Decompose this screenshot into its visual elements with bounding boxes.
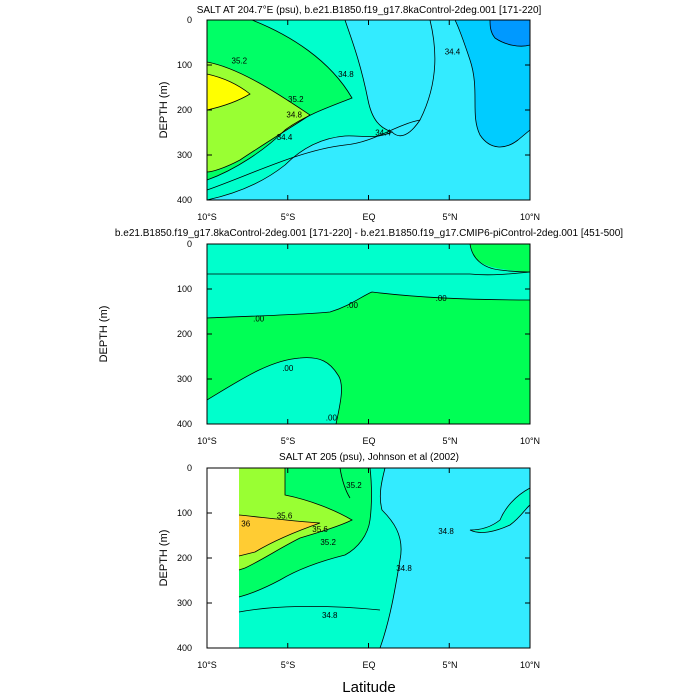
panel-2-ytick: 400 (177, 419, 192, 429)
panel-1-title: SALT AT 204.7°E (psu), b.e21.B1850.f19_g… (197, 5, 542, 16)
contour-label: 35.6 (277, 511, 293, 520)
panel-3-ytick: 0 (187, 463, 192, 473)
panel-3: SALT AT 205 (psu), Johnson et al (2002) (158, 452, 540, 670)
panel-1-contour-labels: 35.2 35.2 34.8 34.4 34.8 34.4 34.4 (232, 48, 461, 143)
panel-3-fill-35-6-inner (285, 468, 350, 498)
panel-3-ytick: 100 (177, 508, 192, 518)
panel-2-xtick: EQ (362, 436, 375, 446)
panel-1-xtick: 10°N (520, 212, 540, 222)
contour-label: 34.8 (438, 527, 454, 536)
contour-label: 34.8 (286, 111, 302, 120)
panel-1-fill-33-6 (490, 20, 530, 47)
contour-label: 35.2 (346, 481, 362, 490)
panel-2-xtick: 10°S (197, 436, 217, 446)
panel-2-ytick: 0 (187, 239, 192, 249)
contour-label: 34.4 (277, 133, 293, 142)
panel-1-xtick: 5°S (281, 212, 296, 222)
panel-2-xtick: 5°N (442, 436, 457, 446)
panel-3-fill-34-8-tongue (470, 488, 530, 533)
panel-3-xtick: 5°N (442, 660, 457, 670)
panel-3-contour-labels: 35.2 35.6 36 35.6 35.2 34.8 34.8 34.8 (241, 481, 454, 620)
panel-3-xtick: EQ (362, 660, 375, 670)
panel-2-yticks: 0 100 200 300 400 (177, 239, 192, 429)
contour-label: 36 (241, 519, 250, 528)
panel-1-ytick: 0 (187, 15, 192, 25)
panel-1-contours (206, 19, 531, 201)
panel-3-contours (238, 467, 531, 649)
panel-3-ytick: 400 (177, 643, 192, 653)
contour-label: .00 (347, 301, 359, 310)
panel-2-xtick: 10°N (520, 436, 540, 446)
panel-1-xtick: 5°N (442, 212, 457, 222)
panel-1-ytick: 400 (177, 195, 192, 205)
panel-3-ytick: 200 (177, 553, 192, 563)
panel-1-yticks: 0 100 200 300 400 (177, 15, 192, 205)
panel-1-fill-36-0 (207, 74, 250, 110)
panel-3-xtick: 10°N (520, 660, 540, 670)
x-axis-label: Latitude (342, 679, 395, 696)
contour-label: .00 (282, 364, 294, 373)
contour-label: 35.6 (312, 525, 328, 534)
contour-label: .00 (253, 314, 265, 323)
panel-2-contours (206, 243, 531, 425)
panel-2: b.e21.B1850.f19_g17.8kaControl-2deg.001 … (98, 228, 623, 446)
panel-1-xticks: 10°S 5°S EQ 5°N 10°N (197, 212, 540, 222)
panel-2-xticks: 10°S 5°S EQ 5°N 10°N (197, 436, 540, 446)
contour-label: 34.4 (445, 48, 461, 57)
panel-3-xtick: 10°S (197, 660, 217, 670)
panel-2-fill-positive-lower (207, 292, 530, 424)
contour-label: 35.2 (232, 57, 248, 66)
panel-2-plot-area (206, 243, 531, 425)
panel-2-ylabel: DEPTH (m) (98, 306, 110, 363)
panel-2-contour-labels: .00 .00 .00 .00 .00 (253, 294, 447, 422)
contour-label: .00 (436, 294, 448, 303)
panel-1-ytick: 300 (177, 150, 192, 160)
panel-2-ytick: 200 (177, 329, 192, 339)
panel-1-xtick: 10°S (197, 212, 217, 222)
panel-2-ytick: 300 (177, 374, 192, 384)
contour-label: 34.8 (338, 70, 354, 79)
panel-3-title: SALT AT 205 (psu), Johnson et al (2002) (279, 452, 459, 463)
contour-label: 34.4 (375, 129, 391, 138)
panel-3-ylabel: DEPTH (m) (158, 530, 170, 587)
panel-1-ylabel: DEPTH (m) (158, 82, 170, 139)
panel-2-title: b.e21.B1850.f19_g17.8kaControl-2deg.001 … (115, 228, 623, 239)
contour-label: 35.2 (320, 538, 336, 547)
panel-3-fill-36 (239, 515, 320, 556)
panel-1-fill-34-0 (455, 20, 530, 147)
panel-1: SALT AT 204.7°E (psu), b.e21.B1850.f19_g… (158, 5, 542, 222)
panel-1-ytick: 100 (177, 60, 192, 70)
contour-label: 34.8 (396, 564, 412, 573)
panel-3-ytick: 300 (177, 598, 192, 608)
contour-label: 34.8 (322, 611, 338, 620)
contour-label: 35.2 (288, 95, 304, 104)
tick-marks (206, 19, 531, 649)
panel-2-xtick: 5°S (281, 436, 296, 446)
panel-3-xtick: 5°S (281, 660, 296, 670)
panel-2-ytick: 100 (177, 284, 192, 294)
panel-3-fill-34-4 (380, 468, 530, 648)
contour-label: .00 (326, 413, 338, 422)
panel-3-xticks: 10°S 5°S EQ 5°N 10°N (197, 660, 540, 670)
panel-1-xtick: EQ (362, 212, 375, 222)
panel-1-plot-area (206, 19, 531, 201)
panel-2-fill-positive-upper (207, 244, 530, 272)
panel-1-ytick: 200 (177, 105, 192, 115)
panel-3-yticks: 0 100 200 300 400 (177, 463, 192, 653)
panel-3-plot-area (207, 467, 531, 649)
